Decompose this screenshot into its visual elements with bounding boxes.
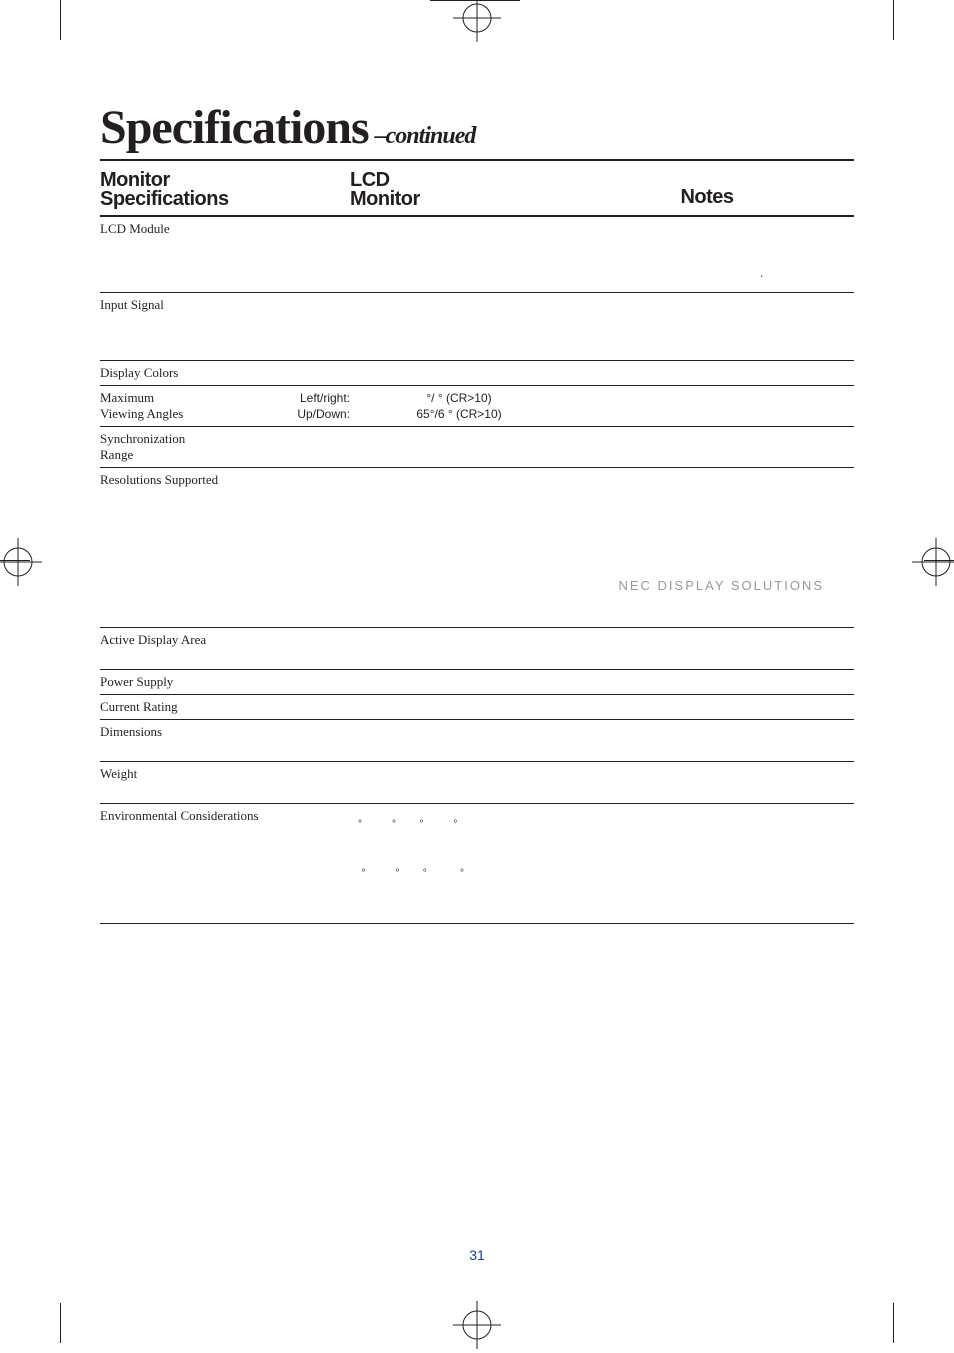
row-sublabels: Left/right: Up/Down: [270, 390, 350, 422]
header-col2-line2: Monitor [350, 188, 420, 210]
row-label: Display Colors [100, 365, 270, 381]
page-content: Specifications–continued Monitor Specifi… [100, 100, 854, 924]
row-value: °/ ° (CR>10) 65°/6 ° (CR>10) [350, 390, 560, 422]
row-label: Current Rating [100, 699, 270, 715]
crop-mark [893, 1303, 894, 1343]
row-label: Synchronization Range [100, 431, 270, 463]
title-continued: –continued [375, 123, 476, 149]
row-label: Active Display Area [100, 632, 270, 648]
title-rule [100, 159, 854, 161]
row-label: Maximum Viewing Angles [100, 390, 270, 422]
header-col3: Notes [560, 186, 854, 209]
table-row: LCD Module . [100, 217, 854, 293]
table-row: Weight [100, 762, 854, 804]
header-col1: Monitor Specifications [100, 171, 350, 209]
title-main: Specifications [100, 101, 369, 154]
row-label: Dimensions [100, 724, 270, 740]
reg-mark-left [0, 534, 46, 590]
table-row: Synchronization Range [100, 427, 854, 468]
table-row: Dimensions [100, 720, 854, 762]
reg-mark-bottom [449, 1297, 505, 1353]
watermark-text: NEC DISPLAY SOLUTIONS [618, 578, 824, 593]
reg-mark-right [908, 534, 954, 590]
env-values: ° ° ° ° ° ° ° ° [350, 808, 560, 883]
table-row: Environmental Considerations ° ° ° ° ° °… [100, 804, 854, 924]
page-title: Specifications–continued [100, 100, 854, 155]
header-col1-line2: Specifications [100, 188, 229, 210]
table-row: Power Supply [100, 670, 854, 695]
table-row: Current Rating [100, 695, 854, 720]
table-row: Display Colors [100, 361, 854, 386]
page-number: 31 [0, 1247, 954, 1263]
row-label: Resolutions Supported [100, 472, 270, 488]
crop-mark [60, 0, 61, 40]
table-row: Resolutions Supported NEC DISPLAY SOLUTI… [100, 468, 854, 628]
table-header: Monitor Specifications LCD Monitor Notes [100, 169, 854, 217]
table-row: Input Signal [100, 293, 854, 361]
row-label: LCD Module [100, 221, 270, 237]
row-label: Weight [100, 766, 270, 782]
row-label: Power Supply [100, 674, 270, 690]
row-label: Environmental Considerations [100, 808, 270, 824]
table-row: Maximum Viewing Angles Left/right: Up/Do… [100, 386, 854, 427]
crop-mark [893, 0, 894, 40]
table-row: Active Display Area [100, 628, 854, 670]
crop-mark [60, 1303, 61, 1343]
reg-mark-top [449, 0, 505, 46]
row-label: Input Signal [100, 297, 270, 313]
header-col2: LCD Monitor [350, 171, 560, 209]
